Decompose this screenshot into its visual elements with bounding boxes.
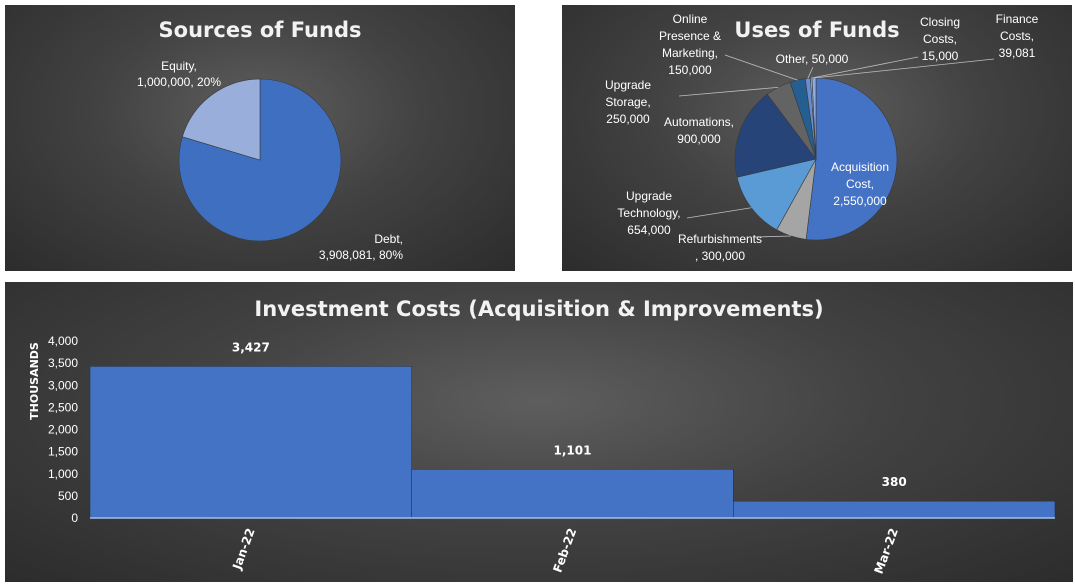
slice-label-refurbishments: Refurbishments, 300,000 [678,232,762,263]
y-tick-label: 3,000 [48,378,78,392]
bar-mar-22 [733,500,1056,519]
y-tick-label: 500 [58,489,78,503]
x-tick-label-jan-22: Jan-22 [230,526,258,572]
leader-line-online-presence-marketing [724,54,798,81]
uses-of-funds-chart: Uses of Funds Acquisition Cost, 2,550,000 R… [605,12,1039,263]
pie-slice-automations [734,93,817,178]
y-tick-label: 1,500 [48,445,78,459]
leader-line-other [807,66,814,79]
leader-line-closing-costs [811,56,919,79]
x-tick-label-feb-22: Feb-22 [550,526,579,574]
y-tick-label: 4,000 [48,334,78,348]
slice-label-automations: Automations, 900,000 [664,115,734,146]
chart-title: Sources of Funds [159,18,362,42]
leader-line-refurbishments [754,235,791,238]
slice-label-closing-costs: Closing Costs, 15,000 [920,15,960,63]
pie-slice-debt [178,78,342,242]
data-label-jan-22: 3,427 [232,340,270,354]
investment-costs-chart: Investment Costs (Acquisition & Improvem… [28,297,1056,576]
pie-slice-equity [182,78,261,161]
pie-slice-acquisition-cost [805,77,898,241]
leader-line-upgrade-technology [686,207,752,219]
slice-label-upgrade-technology: Upgrade Technology, 654,000 [617,189,680,237]
slice-label-acquisition-cost: Acquisition Cost, 2,550,000 [831,160,889,208]
sources-of-funds-chart: Sources of Funds Debt, 3,908,081, 80% Equi… [137,18,403,262]
y-tick-label: 2,500 [48,400,78,414]
x-tick-label-mar-22: Mar-22 [872,526,901,576]
slice-label-online-presence-marketing: Online Presence & Marketing, 150,000 [659,12,721,77]
leader-line-upgrade-storage [678,86,779,97]
y-tick-label: 1,000 [48,467,78,481]
slice-label-finance-costs: Finance Costs, 39,081 [996,12,1039,60]
slice-label-other: Other, 50,000 [776,52,849,66]
bar-jan-22 [89,366,412,519]
data-label-mar-22: 380 [882,475,907,489]
y-tick-label: 2,000 [48,423,78,437]
leader-line-finance-costs [813,58,995,79]
sources-of-funds-panel: Sources of Funds Debt, 3,908,081, 80% Equi… [5,5,515,271]
uses-of-funds-panel: Uses of Funds Acquisition Cost, 2,550,000 R… [562,5,1072,271]
chart-title: Uses of Funds [734,18,899,42]
y-tick-label: 0 [71,511,78,525]
bar-feb-22 [411,469,734,519]
slice-label-debt: Debt, 3,908,081, 80% [319,232,403,262]
slice-label-equity: Equity, 1,000,000, 20% [137,59,221,89]
data-label-feb-22: 1,101 [554,443,592,457]
investment-costs-panel: Investment Costs (Acquisition & Improvem… [5,282,1073,582]
y-tick-label: 3,500 [48,356,78,370]
slice-label-upgrade-storage: Upgrade Storage, 250,000 [605,78,651,126]
chart-title: Investment Costs (Acquisition & Improvem… [254,297,823,321]
y-axis-label: THOUSANDS [28,342,41,420]
